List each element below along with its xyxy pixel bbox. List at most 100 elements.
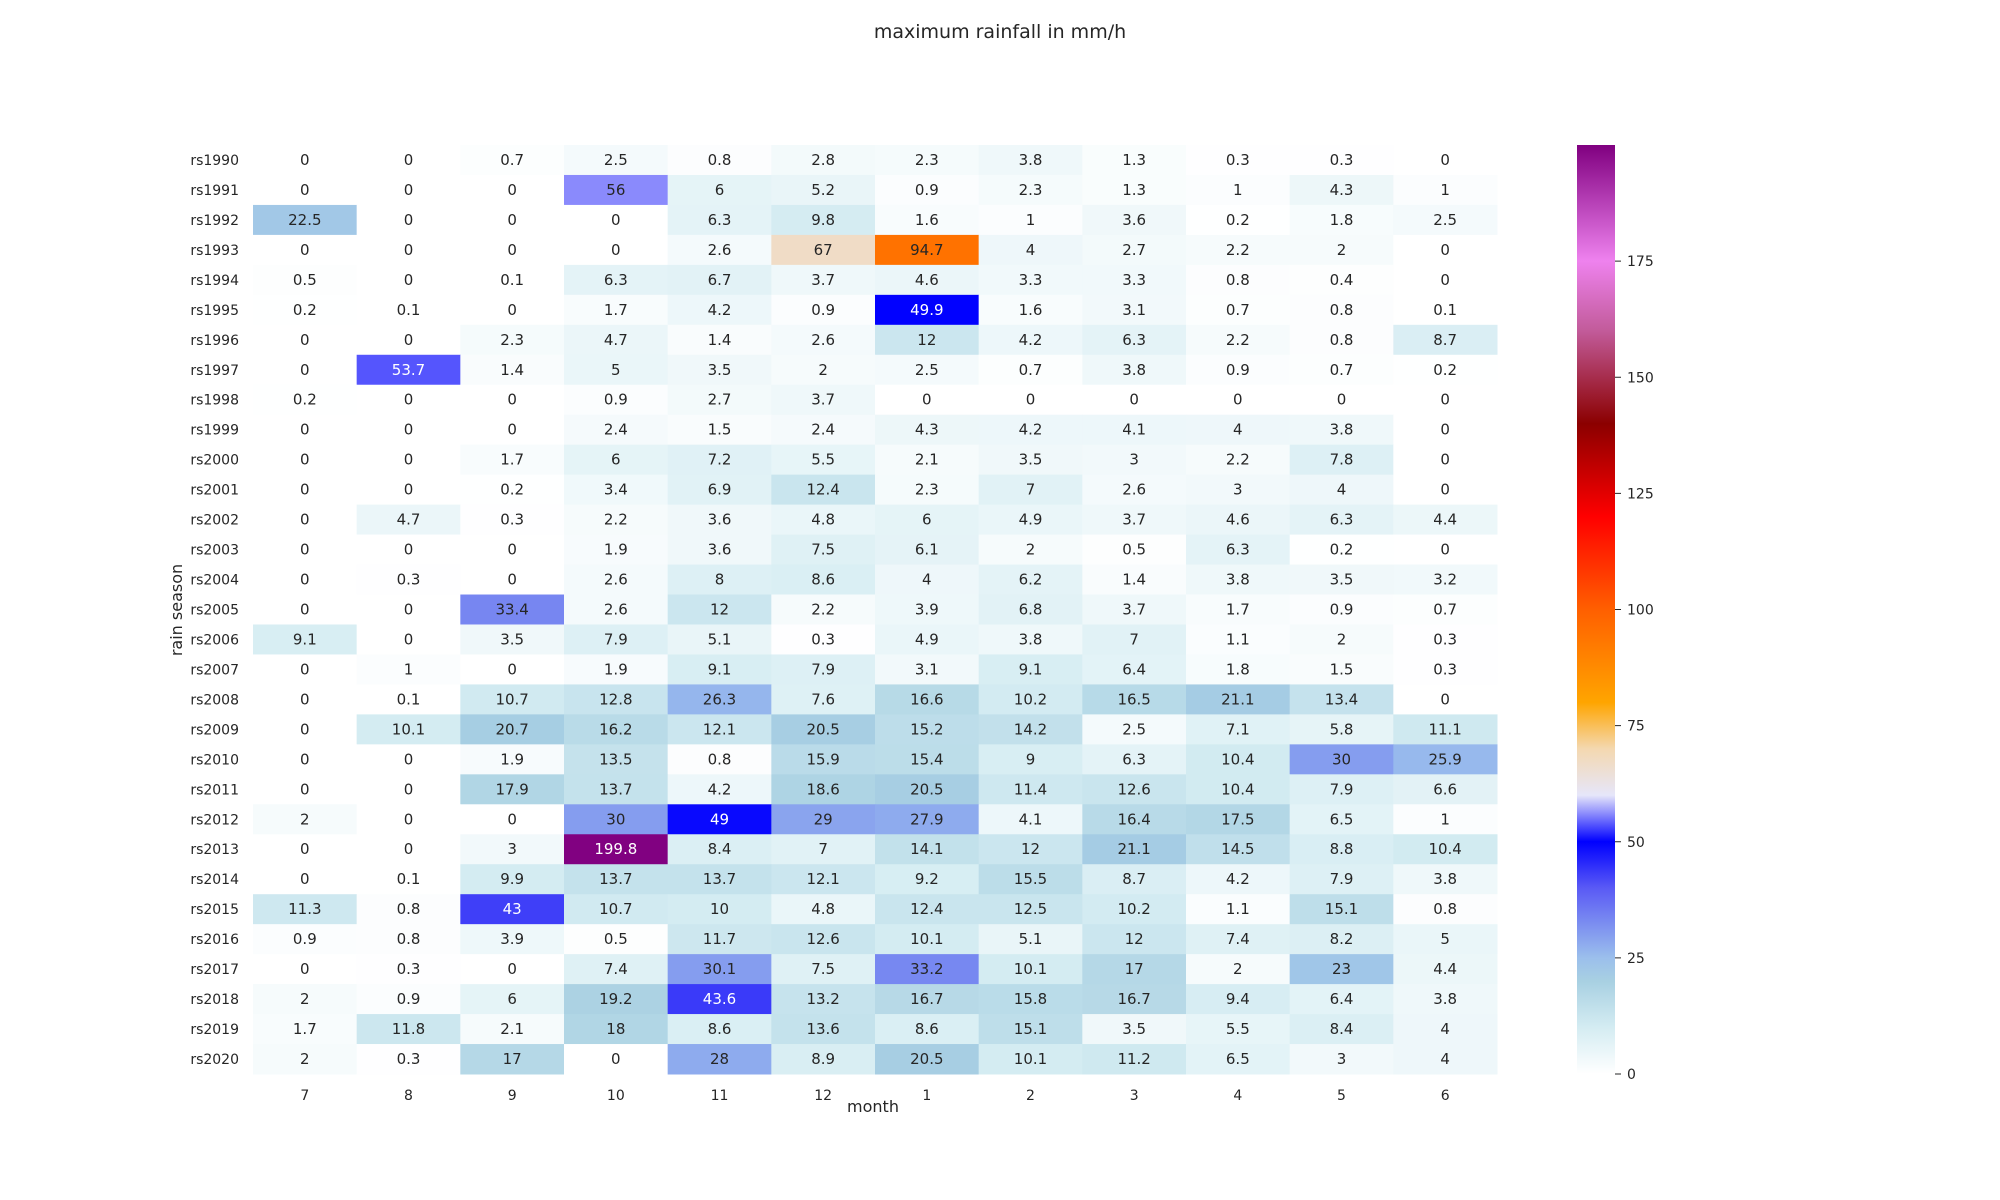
heatmap-cell xyxy=(667,174,772,206)
heatmap-cell xyxy=(1082,894,1187,925)
cell-value-label: 2 xyxy=(818,361,828,379)
heatmap-cell xyxy=(978,924,1083,955)
cell-value-label: 1.7 xyxy=(293,1020,317,1038)
heatmap-cell xyxy=(1082,474,1187,506)
cell-value-label: 2.4 xyxy=(604,421,628,439)
heatmap-cell xyxy=(1289,234,1394,266)
cell-value-label: 2.5 xyxy=(1433,211,1457,229)
cell-value-label: 7.9 xyxy=(1330,780,1354,798)
heatmap-cell xyxy=(875,834,980,865)
heatmap-cell xyxy=(356,264,461,296)
heatmap-cell xyxy=(978,1044,1083,1075)
heatmap-cell xyxy=(1186,354,1291,386)
heatmap-cell xyxy=(667,145,772,176)
x-axis-ticks: 7 8 9 10 11 12 1 2 3 4 5 6 xyxy=(300,1088,1449,1104)
heatmap-cell xyxy=(875,354,980,386)
heatmap-cell xyxy=(1082,984,1187,1015)
heatmap-cell xyxy=(564,1014,669,1045)
cell-value-label: 9.8 xyxy=(811,211,835,229)
heatmap-cell xyxy=(1186,924,1291,955)
heatmap-cell xyxy=(1186,1044,1291,1075)
heatmap-cell xyxy=(1289,684,1394,715)
heatmap-cell xyxy=(875,534,980,566)
heatmap-cell xyxy=(667,774,772,805)
heatmap-cell xyxy=(356,324,461,356)
heatmap-cell xyxy=(1082,624,1187,655)
heatmap-cell xyxy=(253,834,358,865)
cell-value-label: 7 xyxy=(1129,630,1139,648)
y-tick-label: rs2004 xyxy=(190,573,239,589)
heatmap-cell xyxy=(978,474,1083,506)
heatmap-cell xyxy=(460,1014,565,1045)
heatmap-cell xyxy=(771,804,876,835)
y-tick-label: rs2018 xyxy=(190,992,239,1008)
heatmap-cell xyxy=(564,594,669,625)
heatmap-cell xyxy=(1082,414,1187,446)
heatmap-cell xyxy=(771,774,876,805)
heatmap-cell xyxy=(1289,504,1394,536)
cell-value-label: 0 xyxy=(1440,271,1450,289)
colorbar-tick-label: 100 xyxy=(1627,603,1654,619)
cell-value-label: 7.2 xyxy=(708,451,732,469)
heatmap-cell xyxy=(667,264,772,296)
cell-value-label: 2 xyxy=(1233,960,1243,978)
heatmap-cell xyxy=(356,864,461,895)
heatmap-cell xyxy=(1393,1044,1498,1075)
cell-value-label: 0.4 xyxy=(1330,271,1354,289)
heatmap-cell xyxy=(356,294,461,326)
cell-value-label: 0.2 xyxy=(500,481,524,499)
heatmap-cell xyxy=(771,624,876,655)
cell-value-label: 6.5 xyxy=(1226,1050,1250,1068)
cell-value-label: 1.4 xyxy=(500,361,524,379)
cell-value-label: 0.7 xyxy=(1433,601,1457,619)
heatmap-cell xyxy=(356,714,461,745)
heatmap-cell xyxy=(875,774,980,805)
heatmap-cell xyxy=(1289,744,1394,775)
cell-value-label: 10.4 xyxy=(1428,840,1461,858)
heatmap-cell xyxy=(356,234,461,266)
cell-value-label: 0 xyxy=(300,571,310,589)
cell-value-label: 0 xyxy=(1026,391,1036,409)
heatmap-cell xyxy=(564,984,669,1015)
heatmap-cell xyxy=(771,234,876,266)
heatmap-cell xyxy=(1082,804,1187,835)
cell-value-label: 1.8 xyxy=(1330,211,1354,229)
cell-value-label: 1.3 xyxy=(1122,181,1146,199)
heatmap-cell xyxy=(1186,624,1291,655)
heatmap-cell xyxy=(1186,744,1291,775)
cell-value-label: 3 xyxy=(1233,481,1243,499)
heatmap-cell xyxy=(978,894,1083,925)
heatmap-cell xyxy=(667,474,772,506)
cell-value-label: 22.5 xyxy=(288,211,321,229)
heatmap-cell xyxy=(875,324,980,356)
heatmap-cell xyxy=(253,1014,358,1045)
chart-title: maximum rainfall in mm/h xyxy=(874,21,1126,43)
heatmap-cell xyxy=(253,984,358,1015)
cell-value-label: 0 xyxy=(611,211,621,229)
cell-value-label: 3.3 xyxy=(1019,271,1043,289)
y-axis-label: rain season xyxy=(167,564,186,656)
heatmap-cell xyxy=(460,234,565,266)
y-tick-label: rs2007 xyxy=(190,662,239,678)
heatmap-cell xyxy=(1082,384,1187,416)
heatmap-cell xyxy=(667,564,772,596)
cell-value-label: 10 xyxy=(710,900,729,918)
cell-value-label: 3.8 xyxy=(1330,421,1354,439)
heatmap-cell xyxy=(875,594,980,625)
cell-value-label: 0 xyxy=(1440,241,1450,259)
cell-value-label: 8 xyxy=(715,571,725,589)
cell-value-label: 67 xyxy=(814,241,833,259)
cell-value-label: 7 xyxy=(818,840,828,858)
heatmap-cell xyxy=(460,474,565,506)
heatmap-cell xyxy=(875,864,980,895)
cell-value-label: 0 xyxy=(300,361,310,379)
heatmap-cell xyxy=(356,474,461,506)
cell-value-label: 4.7 xyxy=(397,511,421,529)
cell-value-label: 3.5 xyxy=(1122,1020,1146,1038)
x-axis-label: month xyxy=(847,1097,899,1116)
cell-value-label: 0.8 xyxy=(1330,331,1354,349)
cell-value-label: 12.1 xyxy=(703,720,736,738)
cell-value-label: 0 xyxy=(507,211,517,229)
cell-value-label: 8.4 xyxy=(1330,1020,1354,1038)
